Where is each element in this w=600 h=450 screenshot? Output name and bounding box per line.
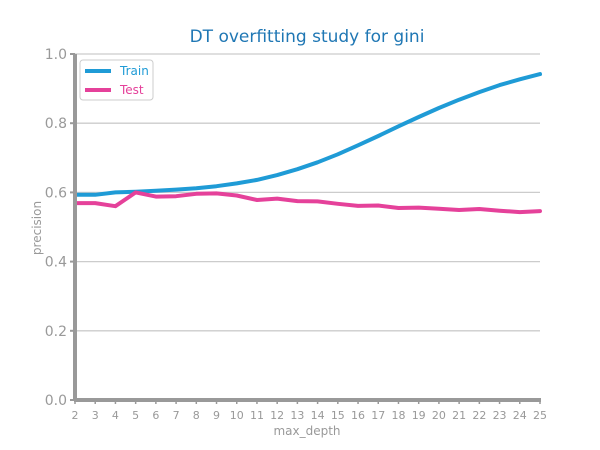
- chart-title: DT overfitting study for gini: [190, 27, 425, 47]
- x-axis-label: max_depth: [273, 424, 340, 438]
- x-tick-label: 11: [250, 409, 264, 422]
- legend-label-train: Train: [119, 64, 149, 78]
- x-tick-label: 2: [72, 409, 79, 422]
- series-line-train: [73, 72, 542, 197]
- y-tick-label: 0.2: [45, 324, 67, 340]
- x-tick-label: 12: [270, 409, 284, 422]
- grid: [75, 53, 540, 401]
- y-ticks: 0.0 0.2 0.4 0.6 0.8 1.0: [45, 47, 75, 409]
- x-tick-label: 21: [452, 409, 466, 422]
- x-tick-label: 5: [132, 409, 139, 422]
- series-lines: [73, 72, 542, 215]
- x-tick-label: 3: [92, 409, 99, 422]
- x-tick-label: 14: [311, 409, 325, 422]
- x-tick-label: 19: [412, 409, 426, 422]
- y-tick-label: 1.0: [45, 47, 67, 63]
- x-tick-label: 9: [213, 409, 220, 422]
- y-tick-label: 0.6: [45, 185, 67, 201]
- x-tick-label: 4: [112, 409, 119, 422]
- x-tick-label: 17: [371, 409, 385, 422]
- x-tick-label: 22: [472, 409, 486, 422]
- y-tick-label: 0.0: [45, 393, 67, 409]
- x-tick-label: 6: [152, 409, 159, 422]
- y-axis-label: precision: [30, 201, 44, 255]
- y-tick-label: 0.4: [45, 255, 67, 271]
- x-tick-label: 23: [493, 409, 507, 422]
- y-tick-label: 0.8: [45, 116, 67, 132]
- series-line-test: [73, 190, 542, 215]
- x-tick-label: 7: [173, 409, 180, 422]
- legend-label-test: Test: [119, 83, 144, 97]
- x-tick-label: 13: [290, 409, 304, 422]
- axes: [73, 54, 541, 402]
- x-tick-label: 20: [432, 409, 446, 422]
- x-tick-label: 25: [533, 409, 547, 422]
- x-tick-label: 15: [331, 409, 345, 422]
- x-tick-label: 10: [230, 409, 244, 422]
- x-tick-label: 24: [513, 409, 527, 422]
- legend: Train Test: [79, 59, 154, 101]
- x-tick-label: 8: [193, 409, 200, 422]
- x-ticks: 2 3 4 5 6 7 8 9 10 11 12 13 14 15 16 17 18 19 20 21 22 23 24 25: [72, 400, 547, 422]
- x-tick-label: 18: [391, 409, 405, 422]
- x-tick-label: 16: [351, 409, 365, 422]
